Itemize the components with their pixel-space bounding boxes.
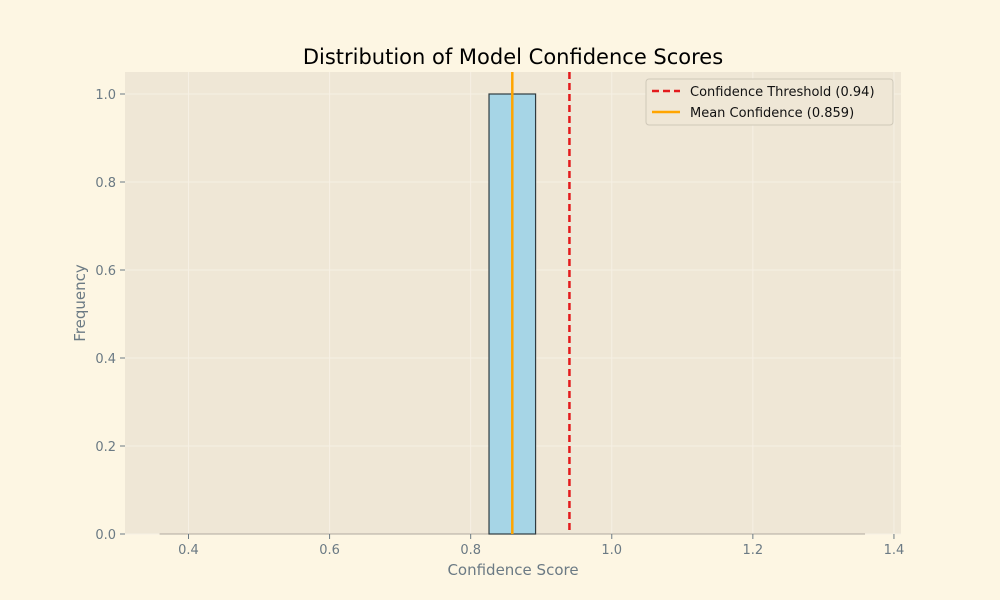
legend-box xyxy=(645,78,894,126)
x-tick-label: 0.8 xyxy=(460,543,481,558)
y-axis-label: Frequency xyxy=(71,264,89,342)
legend-label-mean: Mean Confidence (0.859) xyxy=(690,106,854,121)
y-tick-label: 0.4 xyxy=(95,352,116,367)
y-tick-label: 1.0 xyxy=(95,88,116,103)
legend-label-threshold: Confidence Threshold (0.94) xyxy=(690,85,875,100)
chart-title: Distribution of Model Confidence Scores xyxy=(303,45,723,69)
x-tick-label: 1.4 xyxy=(884,543,905,558)
x-tick-label: 1.2 xyxy=(743,543,764,558)
y-axis-ticks: 0.0 0.2 0.4 0.6 0.8 1.0 xyxy=(95,88,125,543)
y-tick-label: 0.0 xyxy=(95,528,116,543)
x-tick-label: 0.6 xyxy=(319,543,340,558)
reference-lines xyxy=(511,72,571,534)
y-tick-label: 0.2 xyxy=(95,440,116,455)
y-tick-label: 0.6 xyxy=(95,264,116,279)
x-tick-label: 1.0 xyxy=(601,543,622,558)
y-tick-label: 0.8 xyxy=(95,176,116,191)
legend: Confidence Threshold (0.94) Mean Confide… xyxy=(645,78,894,126)
x-axis-ticks: 0.4 0.6 0.8 1.0 1.2 1.4 xyxy=(178,534,904,558)
x-tick-label: 0.4 xyxy=(178,543,199,558)
x-axis-label: Confidence Score xyxy=(447,561,578,579)
